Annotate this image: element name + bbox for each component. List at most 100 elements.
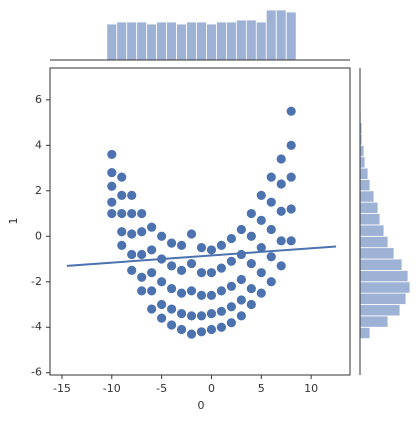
point: [166, 319, 177, 331]
point: [186, 228, 197, 240]
point: [176, 287, 187, 299]
point: [186, 258, 197, 269]
top-hist-bar: [156, 21, 168, 61]
point: [126, 208, 138, 219]
point: [275, 260, 287, 272]
point: [106, 196, 118, 208]
top-hist-bar: [245, 19, 257, 61]
y-tick-label: -2: [31, 275, 42, 288]
point: [216, 305, 227, 317]
point: [265, 224, 277, 235]
point: [126, 189, 138, 201]
point: [285, 203, 297, 215]
point: [285, 105, 297, 117]
right-hist-bar: [359, 190, 375, 203]
point: [156, 299, 168, 310]
y-tick-label: 0: [35, 229, 42, 242]
right-hist-bar: [359, 326, 371, 340]
y-axis-label: 1: [7, 218, 20, 225]
point: [255, 189, 267, 201]
point: [146, 285, 158, 297]
point: [206, 244, 217, 256]
point: [206, 290, 217, 301]
point: [126, 264, 138, 276]
right-hist-bar: [359, 156, 366, 169]
point: [156, 230, 168, 242]
top-hist-bar: [106, 23, 118, 61]
point: [255, 287, 267, 299]
right-hist-bar: [359, 213, 381, 226]
point: [225, 233, 237, 244]
right-hist-bar: [359, 304, 401, 317]
point: [156, 312, 168, 324]
right-hist-bar: [359, 258, 403, 271]
x-tick-label: 5: [258, 382, 265, 395]
point: [176, 308, 187, 320]
top-hist-bar: [146, 23, 158, 61]
y-tick-label: 4: [35, 138, 42, 151]
top-hist-bar: [186, 21, 197, 61]
top-hist-bar: [265, 9, 277, 61]
right-hist-bar: [359, 179, 371, 192]
point: [116, 208, 128, 219]
right-hist-bar: [359, 167, 369, 180]
right-hist-bar: [359, 269, 409, 283]
right-hist-bar: [359, 292, 407, 305]
point: [285, 171, 297, 183]
point: [106, 208, 118, 219]
point: [136, 208, 148, 219]
point: [216, 285, 227, 297]
y-tick-label: 6: [35, 93, 42, 106]
point: [186, 328, 197, 340]
point: [225, 317, 237, 329]
point: [106, 149, 118, 160]
top-hist-bar: [216, 21, 227, 61]
point: [146, 221, 158, 233]
point: [235, 224, 247, 235]
right-hist-bar: [359, 247, 395, 260]
point: [275, 153, 287, 165]
point: [176, 239, 187, 251]
point: [196, 326, 207, 338]
y-tick-label: 2: [35, 184, 42, 197]
top-hist-bar: [235, 19, 247, 61]
top-hist-bar: [136, 21, 148, 61]
point: [265, 196, 277, 208]
point: [106, 167, 118, 179]
regression-line: [66, 245, 337, 267]
point: [116, 189, 128, 201]
point: [136, 271, 148, 283]
point: [106, 180, 118, 192]
point: [166, 283, 177, 294]
point: [176, 264, 187, 276]
point: [216, 262, 227, 274]
point: [235, 274, 247, 285]
point: [116, 226, 128, 238]
top-hist-bar: [285, 11, 297, 61]
point: [146, 267, 158, 279]
top-hist-bar: [255, 21, 267, 61]
right-hist-bar: [359, 235, 389, 249]
point: [126, 228, 138, 240]
point: [225, 255, 237, 267]
top-hist-bar: [275, 9, 287, 61]
point: [156, 276, 168, 288]
point: [235, 294, 247, 306]
point: [136, 285, 148, 297]
point: [166, 303, 177, 315]
point: [265, 171, 277, 183]
point: [196, 290, 207, 301]
point: [206, 267, 217, 279]
x-tick-label: -15: [53, 382, 71, 395]
top-hist-bar: [126, 21, 138, 61]
point: [245, 299, 257, 310]
point: [116, 239, 128, 251]
point: [245, 230, 257, 242]
point: [176, 324, 187, 335]
point: [196, 267, 207, 279]
point: [245, 258, 257, 269]
x-tick-label: 0: [208, 382, 215, 395]
point: [225, 280, 237, 292]
point: [136, 226, 148, 238]
